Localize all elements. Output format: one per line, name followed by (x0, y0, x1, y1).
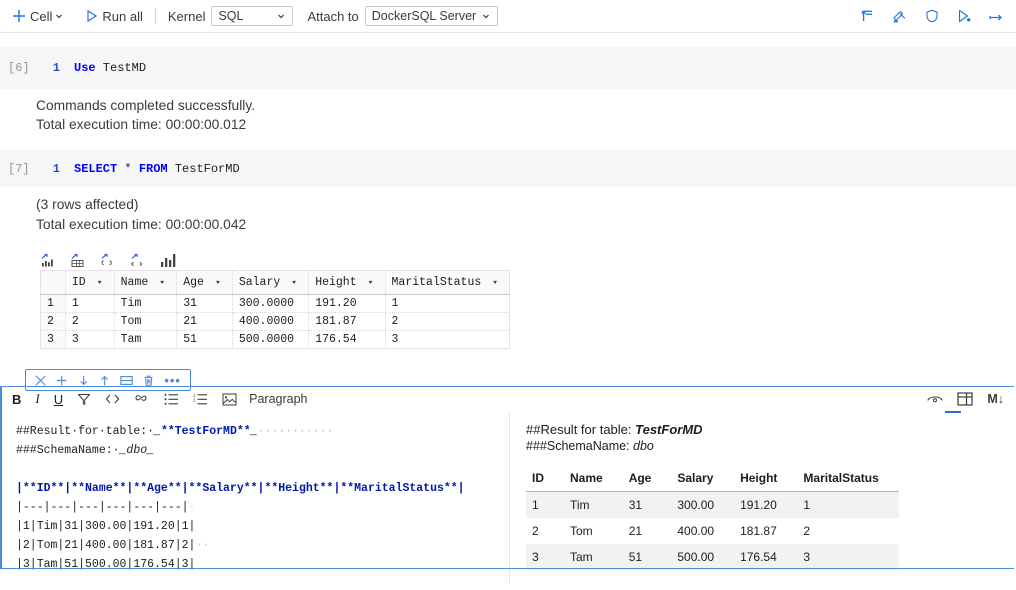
svg-text:2: 2 (193, 397, 196, 402)
